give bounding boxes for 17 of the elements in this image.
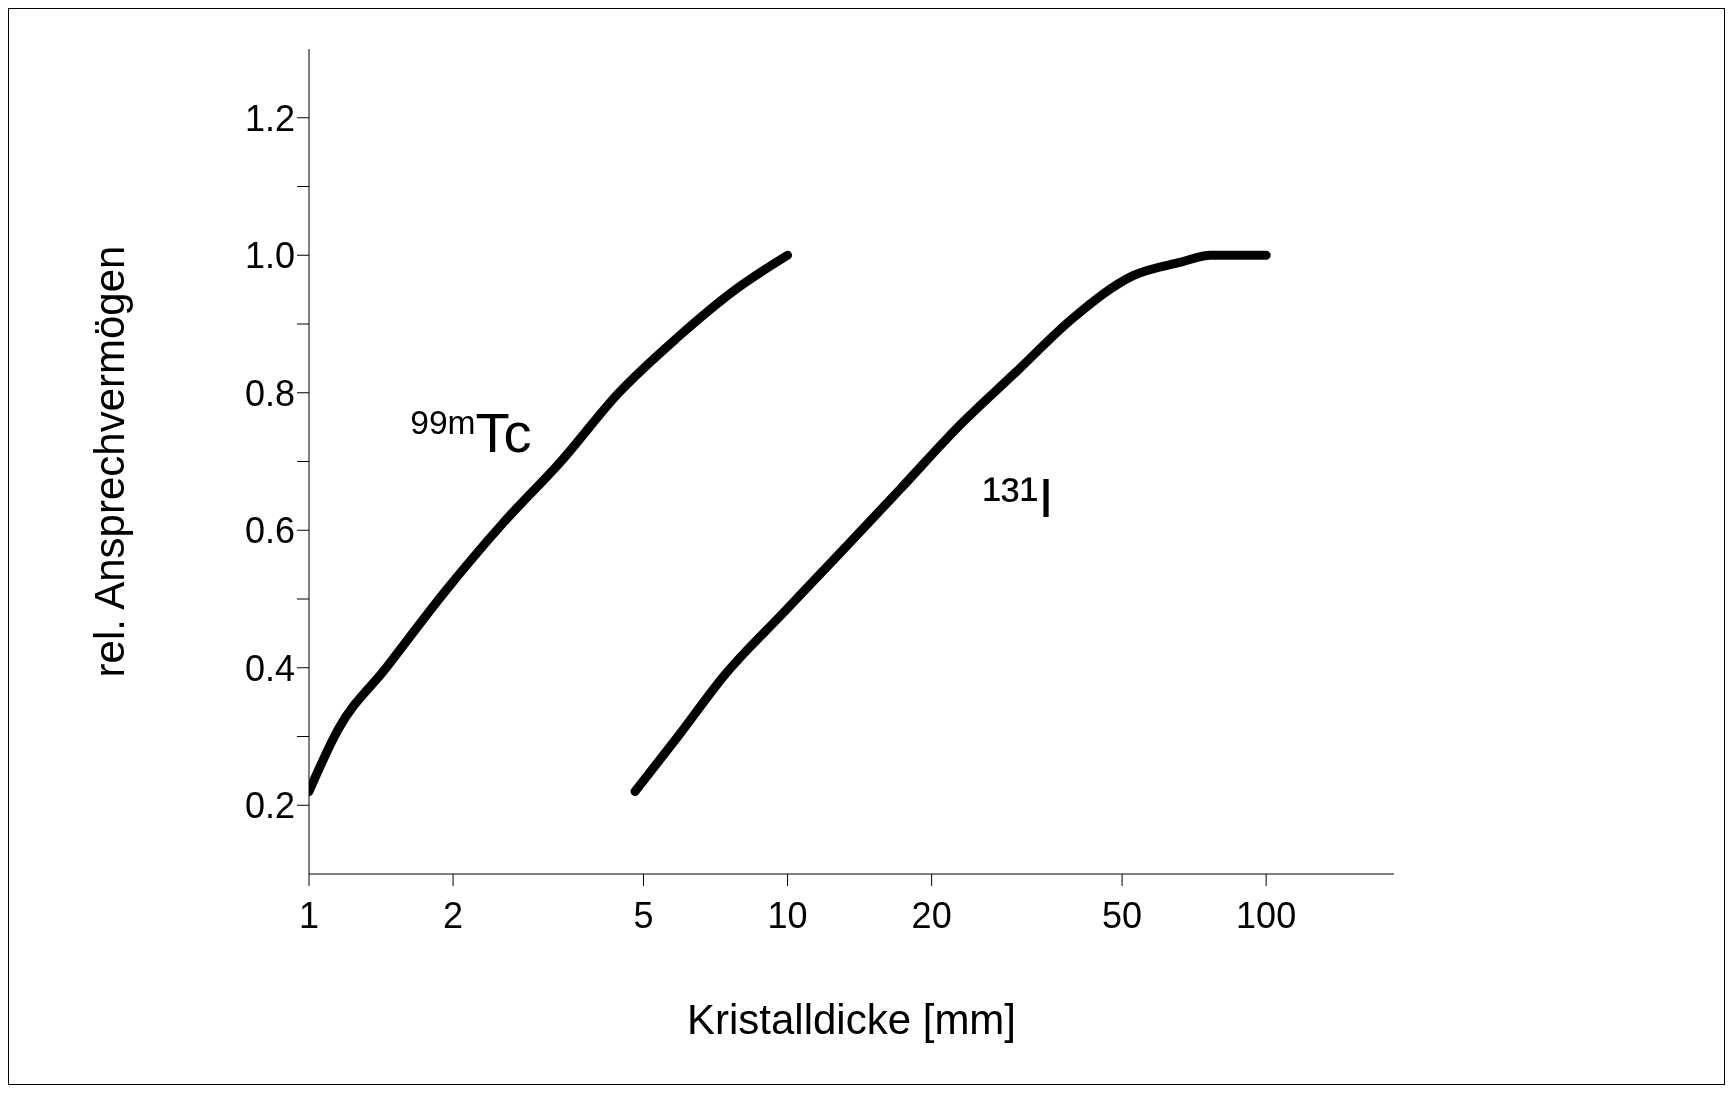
- x-tick-label: 5: [633, 894, 654, 936]
- series-label: ¹³¹I: [982, 466, 1054, 530]
- x-tick-label: 10: [767, 894, 808, 936]
- y-tick-label: 0.8: [244, 372, 295, 414]
- x-tick-label: 2: [443, 894, 464, 936]
- y-tick-label: 1.0: [244, 235, 295, 277]
- series-label: $^{99m}$Tc: [410, 400, 532, 464]
- y-tick-label: 0.4: [244, 647, 295, 689]
- x-axis-title: Kristalldicke [mm]: [686, 996, 1017, 1043]
- x-tick-label: 100: [1236, 894, 1297, 936]
- y-tick-label: 0.6: [244, 510, 295, 552]
- x-tick-label: 1: [298, 894, 320, 936]
- y-axis-title: rel. Ansprechvermögen: [85, 245, 133, 678]
- x-tick-label: 50: [1102, 894, 1143, 936]
- y-tick-label: 0.2: [244, 785, 295, 827]
- x-tick-label: 20: [911, 894, 952, 936]
- y-tick-label: 1.2: [244, 97, 295, 139]
